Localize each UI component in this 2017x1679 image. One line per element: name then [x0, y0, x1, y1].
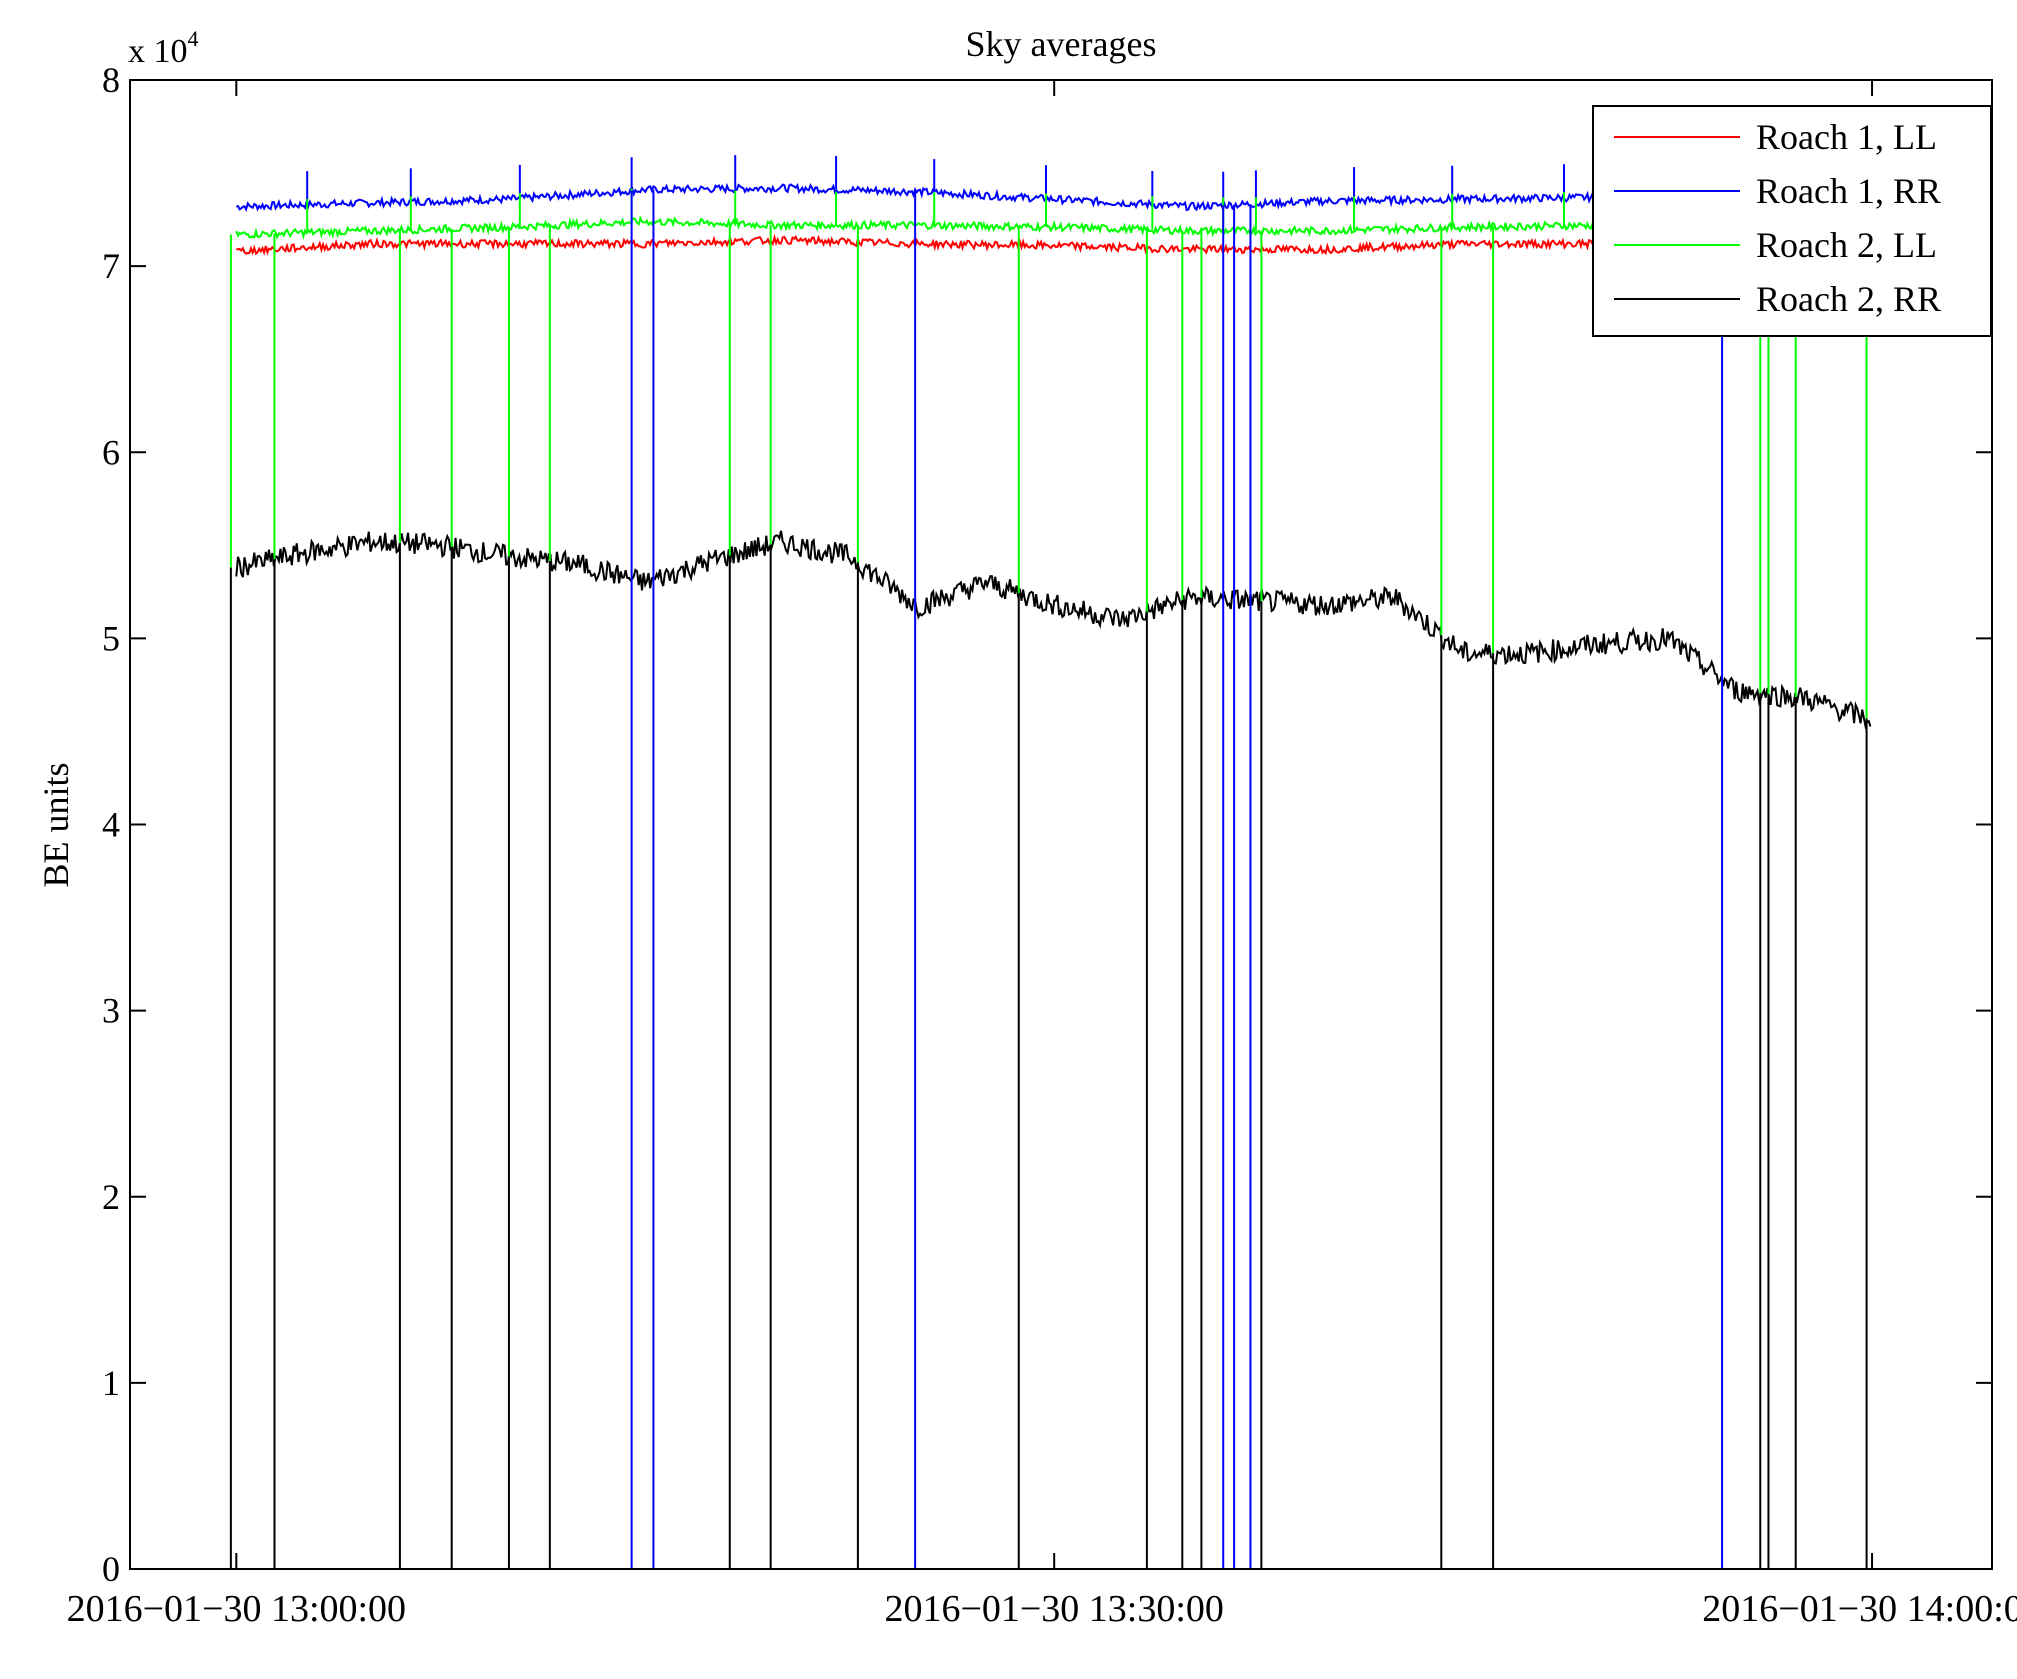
chart-title: Sky averages — [966, 24, 1157, 64]
plot-frame — [129, 79, 1993, 1570]
y-axis-title: BE units — [36, 762, 76, 887]
y-tick-label-3: 3 — [102, 991, 120, 1031]
legend-label-3: Roach 2, RR — [1756, 279, 1941, 319]
y-tick-label-2: 2 — [102, 1177, 120, 1217]
y-tick-label-1: 1 — [102, 1363, 120, 1403]
legend-label-2: Roach 2, LL — [1756, 225, 1937, 265]
x-tick-label-0: 2016−01−30 13:00:00 — [67, 1588, 406, 1630]
legend-box — [1592, 105, 1992, 337]
y-tick-label-0: 0 — [102, 1549, 120, 1589]
y-exponent-label: x 104 — [128, 26, 199, 70]
x-tick-label-2: 2016−01−30 14:00:00 — [1702, 1588, 2017, 1630]
legend-label-0: Roach 1, LL — [1756, 117, 1937, 157]
y-tick-label-5: 5 — [102, 618, 120, 658]
legend: Roach 1, LL Roach 1, RR Roach 2, LL Roach 2… — [1592, 105, 1992, 337]
legend-label-1: Roach 1, RR — [1756, 171, 1941, 211]
y-tick-labels: 0 1 2 3 4 5 6 7 8 — [102, 60, 120, 1589]
y-tick-label-8: 8 — [102, 60, 120, 100]
y-tick-label-4: 4 — [102, 805, 120, 845]
x-tick-labels: 2016−01−30 13:00:00 2016−01−30 13:30:00 20… — [67, 1588, 2017, 1630]
x-tick-label-1: 2016−01−30 13:30:00 — [884, 1588, 1223, 1630]
y-tick-label-6: 6 — [102, 432, 120, 472]
y-tick-label-7: 7 — [102, 246, 120, 286]
